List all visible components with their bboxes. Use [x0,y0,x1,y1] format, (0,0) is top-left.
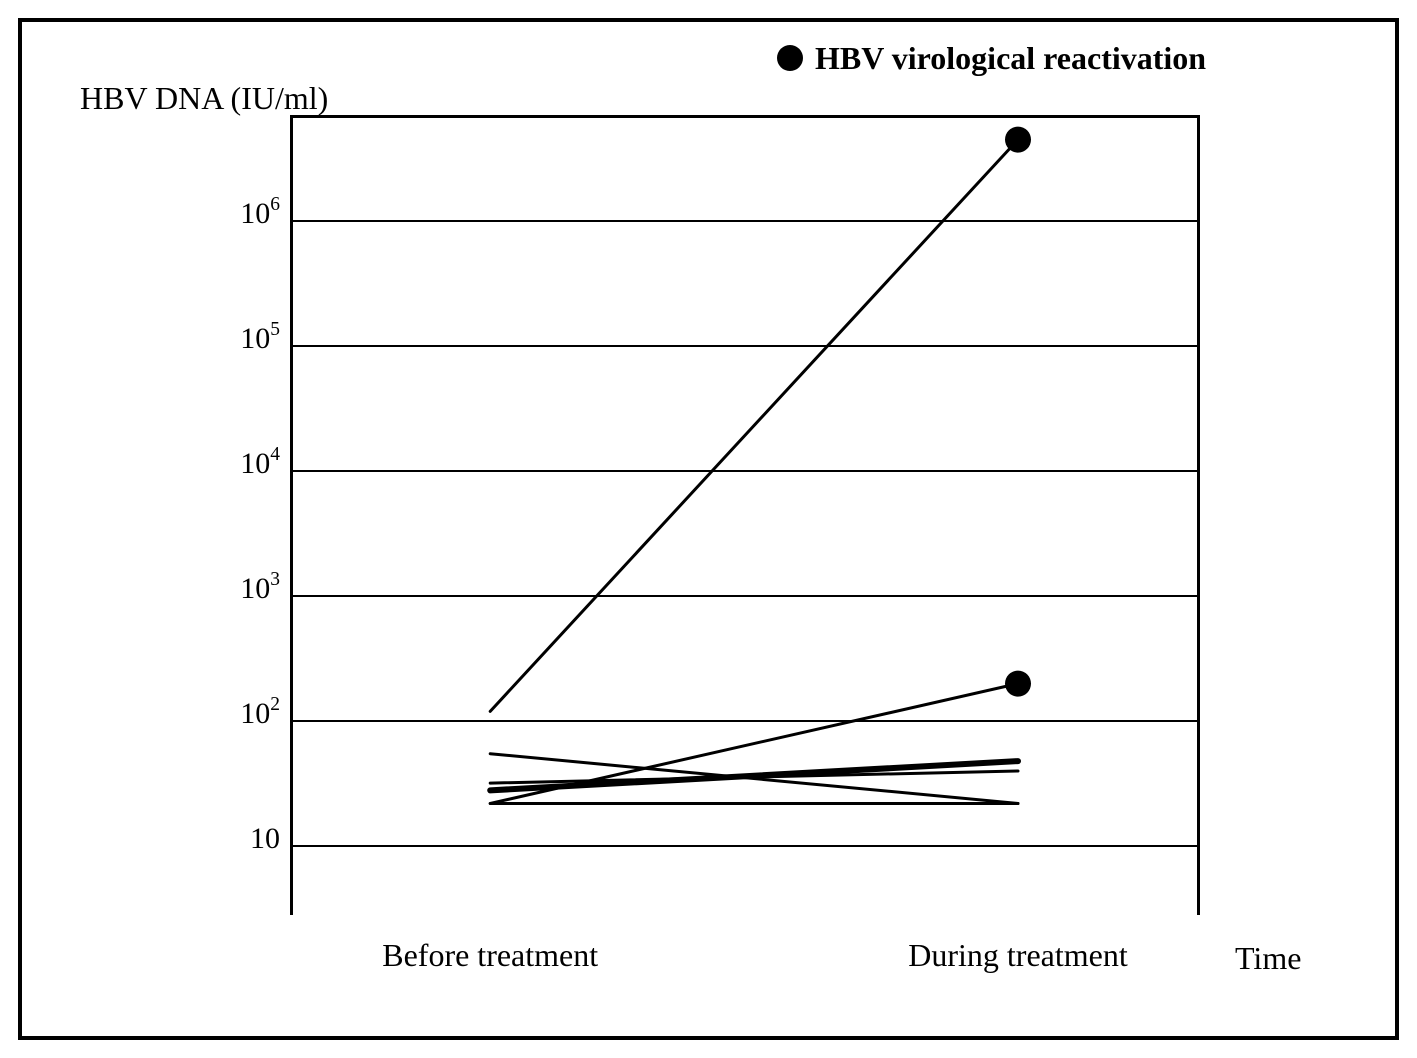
x-category-before-treatment: Before treatment [340,937,640,974]
y-tick-label: 104 [215,447,280,481]
gridline [290,845,1200,847]
tick-exp: 5 [270,319,280,340]
series-line [490,754,1018,804]
chart-lines-svg [290,115,1200,915]
gridline [290,220,1200,222]
y-tick-label: 103 [215,572,280,606]
tick-base: 10 [240,447,270,480]
reactivation-marker-icon [1005,127,1031,153]
gridline [290,720,1200,722]
tick-exp: 6 [270,194,280,215]
legend-marker-icon [777,45,803,71]
y-axis-title: HBV DNA (IU/ml) [80,80,328,117]
gridline [290,595,1200,597]
chart-plot-area [290,115,1200,915]
y-tick-label: 10 [215,822,280,856]
series-line [490,140,1018,712]
y-tick-label: 102 [215,697,280,731]
x-category-during-treatment: During treatment [868,937,1168,974]
gridline [290,345,1200,347]
tick-exp: 4 [270,444,280,465]
tick-base: 10 [240,322,270,355]
gridline [290,470,1200,472]
tick-base: 10 [240,697,270,730]
x-axis-title: Time [1235,940,1301,977]
tick-exp: 3 [270,569,280,590]
legend-label: HBV virological reactivation [815,40,1206,77]
tick-base: 10 [240,197,270,230]
y-tick-label: 106 [215,197,280,231]
tick-exp: 2 [270,694,280,715]
y-tick-label: 105 [215,322,280,356]
reactivation-marker-icon [1005,671,1031,697]
tick-base: 10 [240,572,270,605]
